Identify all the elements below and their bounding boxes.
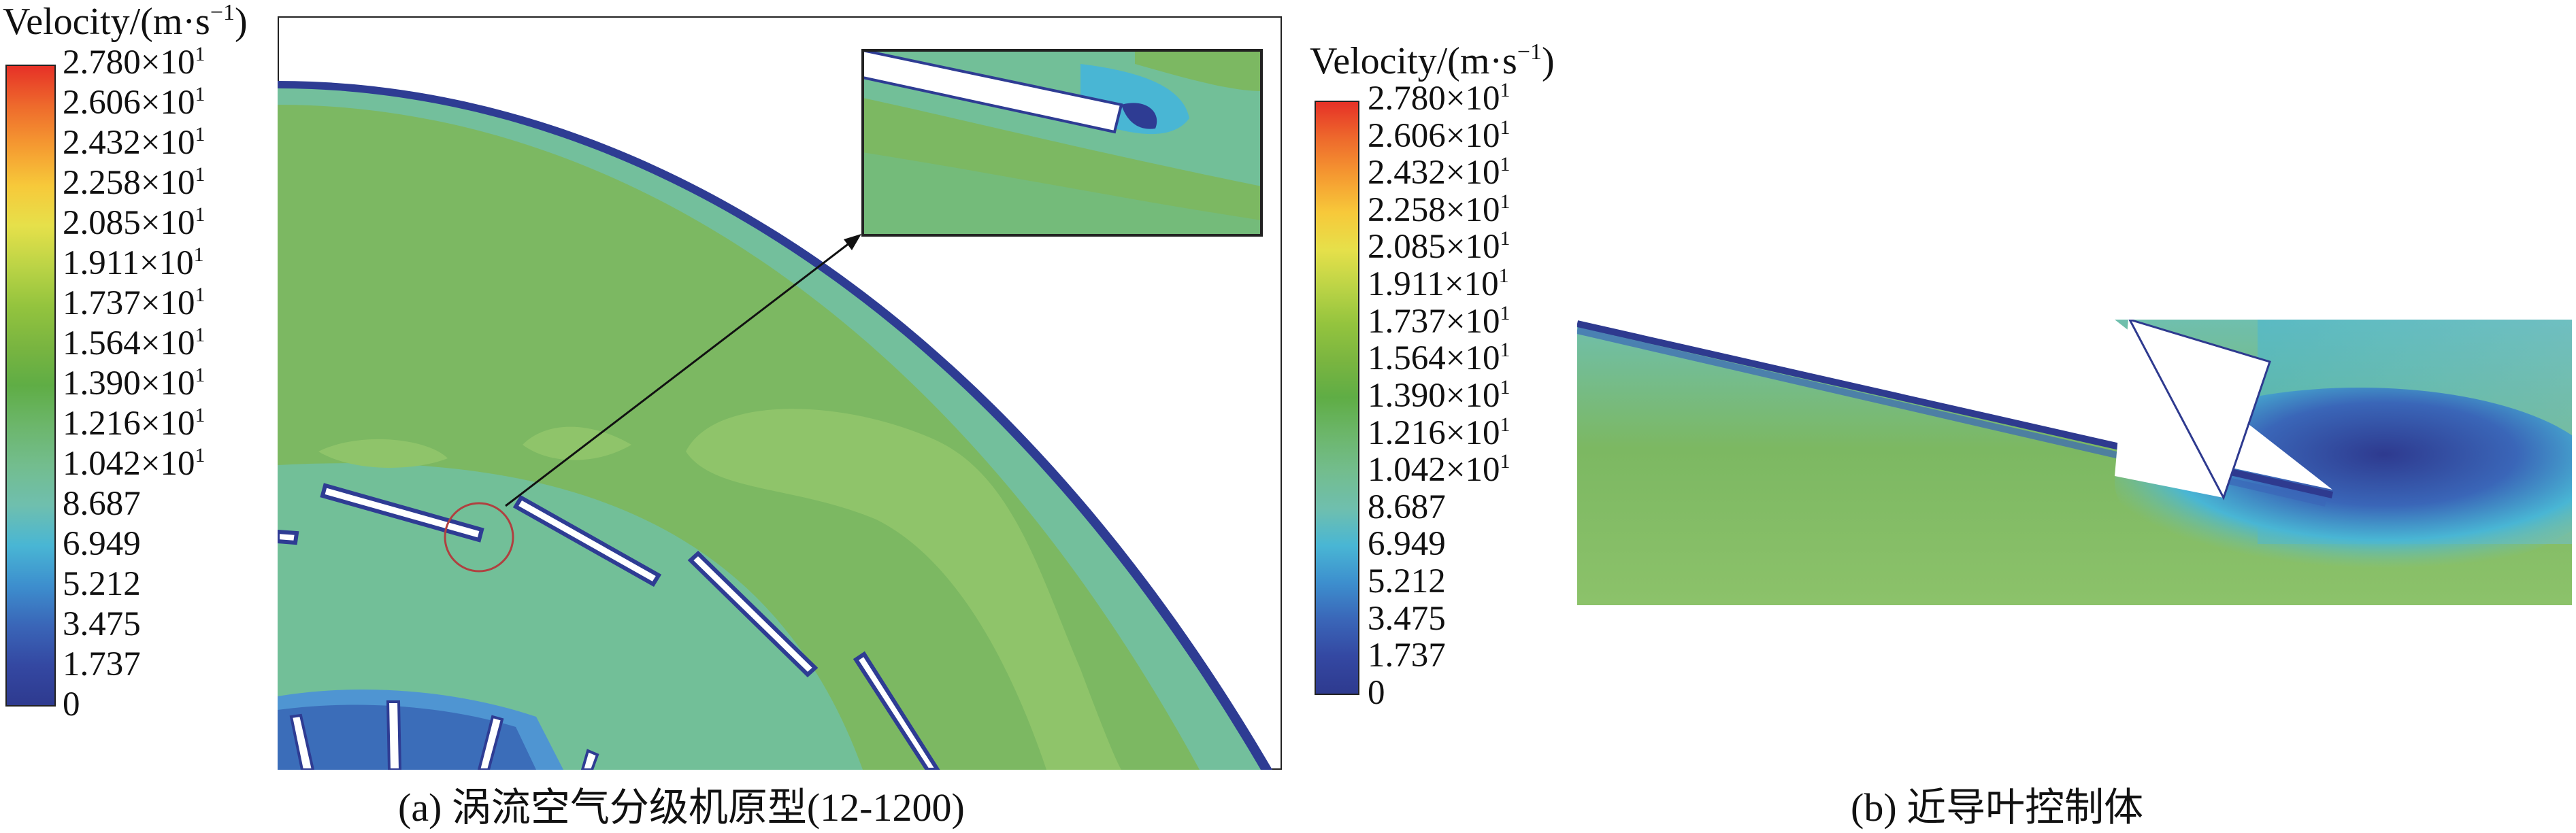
legend-tick-label: 2.258×101 xyxy=(1368,190,1510,229)
legend-tick-label: 1.737 xyxy=(1368,636,1446,675)
panel-b-velocity-contour xyxy=(1577,320,2572,605)
legend-tick-label: 1.390×101 xyxy=(1368,375,1510,415)
legend-tick-label: 6.949 xyxy=(63,524,141,563)
legend-tick-label: 5.212 xyxy=(1368,562,1446,601)
legend-tick-label: 2.432×101 xyxy=(63,122,205,162)
caption-a: (a) 涡流空气分级机原型(12-1200) xyxy=(398,785,965,830)
legend-tick-label: 8.687 xyxy=(1368,488,1446,526)
legend-colorbar-right xyxy=(1315,101,1359,695)
panel-a-velocity-contour xyxy=(278,16,1282,770)
legend-tick-label: 2.780×101 xyxy=(63,42,205,82)
legend-tick-label: 8.687 xyxy=(63,484,141,523)
legend-tick-label: 1.564×101 xyxy=(1368,339,1510,378)
legend-tick-label: 3.475 xyxy=(1368,599,1446,638)
legend-tick-label: 3.475 xyxy=(63,605,141,643)
legend-tick-label: 6.949 xyxy=(1368,525,1446,564)
legend-tick-label: 1.911×101 xyxy=(63,243,204,282)
legend-tick-label: 2.258×101 xyxy=(63,163,205,202)
legend-tick-label: 1.737 xyxy=(63,645,141,683)
legend-tick-label: 1.737×101 xyxy=(1368,301,1510,341)
caption-b: (b) 近导叶控制体 xyxy=(1851,785,2144,830)
legend-tick-label: 1.216×101 xyxy=(1368,413,1510,452)
legend-tick-label: 1.911×101 xyxy=(1368,265,1509,304)
legend-tick-label: 2.780×101 xyxy=(1368,78,1510,118)
legend-tick-label: 2.432×101 xyxy=(1368,153,1510,192)
legend-tick-label: 1.216×101 xyxy=(63,403,205,443)
legend-tick-label: 1.042×101 xyxy=(1368,450,1510,490)
legend-tick-label: 2.606×101 xyxy=(1368,116,1510,155)
legend-tick-label: 1.390×101 xyxy=(63,363,205,403)
legend-title-left: Velocity/(m·s−1) xyxy=(3,0,248,43)
legend-tick-label: 2.085×101 xyxy=(1368,227,1510,267)
legend-tick-label: 0 xyxy=(1368,673,1385,712)
legend-tick-label: 2.085×101 xyxy=(63,203,205,242)
legend-tick-label: 1.042×101 xyxy=(63,443,205,483)
legend-tick-label: 2.606×101 xyxy=(63,82,205,122)
legend-title-right: Velocity/(m·s−1) xyxy=(1310,39,1555,82)
legend-tick-label: 1.564×101 xyxy=(63,323,205,362)
legend-tick-label: 1.737×101 xyxy=(63,283,205,322)
legend-tick-label: 0 xyxy=(63,685,80,724)
legend-colorbar-left xyxy=(5,65,56,707)
legend-tick-label: 5.212 xyxy=(63,564,141,603)
